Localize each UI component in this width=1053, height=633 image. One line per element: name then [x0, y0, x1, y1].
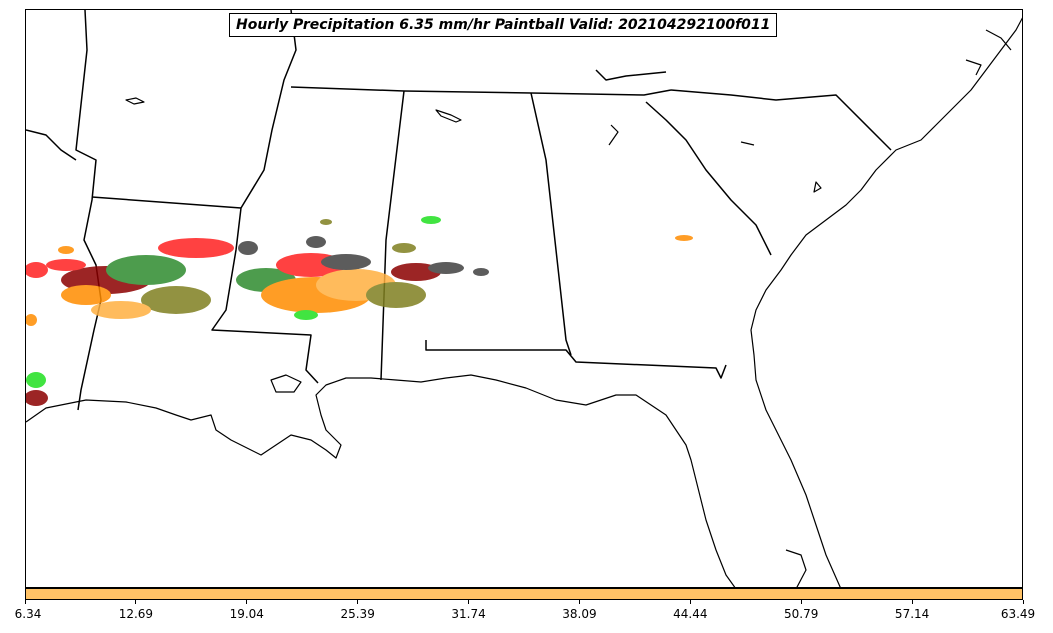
- map-panel: Hourly Precipitation 6.35 mm/hr Paintbal…: [25, 9, 1023, 588]
- state-borders: [26, 10, 892, 411]
- small-lake-4: [608, 124, 619, 146]
- nc-sc-border: [670, 89, 892, 151]
- colorbar-tick: [689, 600, 691, 604]
- colorbar-tick: [1022, 600, 1024, 604]
- lake-okeechobee: [785, 549, 807, 587]
- small-lake-2: [125, 97, 145, 105]
- colorbar: [25, 588, 1023, 600]
- colorbar-tick: [800, 600, 802, 604]
- colorbar-tick: [24, 600, 26, 604]
- colorbar-tick-label: 50.79: [784, 607, 819, 621]
- colorbar-tick-label: 63.49: [1000, 607, 1036, 621]
- colorbar-tick-label: 19.04: [229, 607, 264, 621]
- colorbar-tick-label: 12.69: [118, 607, 154, 621]
- arkansas-tennessee-border: [91, 196, 242, 209]
- alabama-georgia-border: [530, 92, 572, 356]
- small-lake-3: [435, 109, 462, 123]
- paintballs: [26, 216, 693, 406]
- gulf-coastline: [26, 374, 736, 587]
- colorbar-tick-label: 31.74: [451, 607, 486, 621]
- colorbar-tick-label: 38.09: [562, 607, 597, 621]
- mississippi-river-north: [211, 10, 319, 384]
- tennessee-north-west: [26, 129, 77, 161]
- colorbar-tick-label: 44.44: [673, 607, 708, 621]
- colorbar-tick: [468, 600, 470, 604]
- florida-east-coastline: [750, 17, 1022, 587]
- georgia-south-carolina-border: [645, 101, 772, 256]
- colorbar-tick-label: 57.14: [894, 607, 930, 621]
- small-lake-7: [985, 29, 1012, 51]
- colorbar-tick: [246, 600, 248, 604]
- mississippi-alabama-border: [380, 90, 405, 381]
- colorbar-tick: [578, 600, 580, 604]
- colorbar-tick-label: 6.34: [14, 607, 42, 621]
- small-lake-6: [965, 59, 982, 76]
- colorbar-tick: [911, 600, 913, 604]
- colorbar-tick: [135, 600, 137, 604]
- small-lake-5: [740, 141, 755, 146]
- lake-pontchartrain: [270, 374, 302, 393]
- small-lake-1: [813, 181, 822, 193]
- map-title: Hourly Precipitation 6.35 mm/hr Paintbal…: [229, 13, 778, 37]
- coastline: [26, 17, 1022, 587]
- mississippi-river-border: [75, 10, 102, 411]
- colorbar-tick-label: 25.39: [340, 607, 375, 621]
- colorbar-tick: [357, 600, 359, 604]
- nc-northern: [595, 69, 667, 81]
- map-canvas: [26, 10, 1022, 587]
- alabama-florida-border: [425, 340, 727, 379]
- tn-south-border: [290, 86, 672, 96]
